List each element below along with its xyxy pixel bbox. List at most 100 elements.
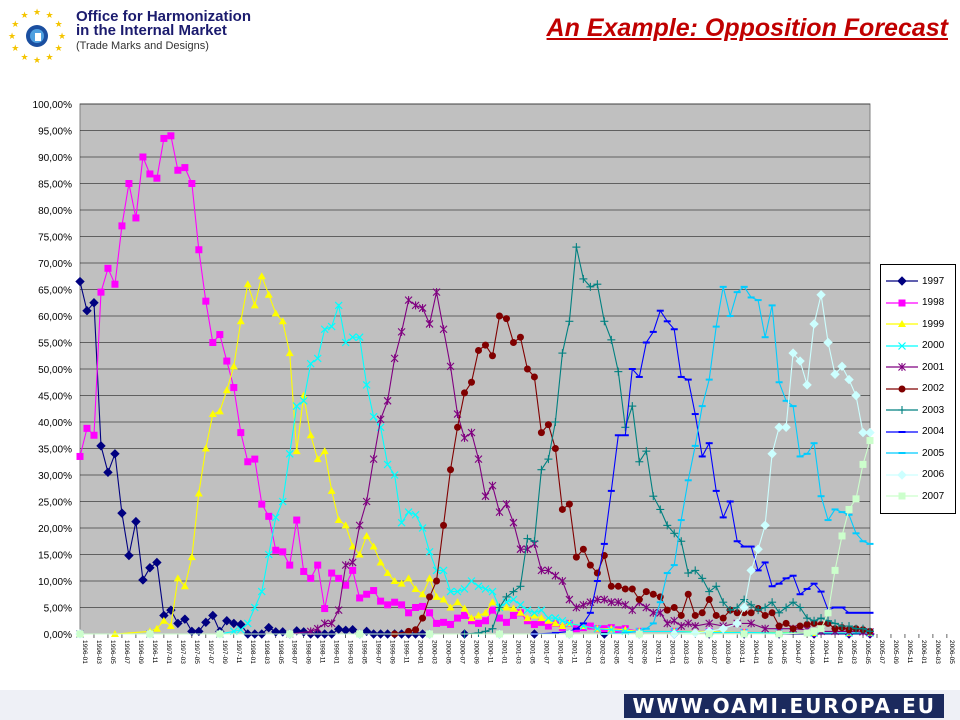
data-point [201,444,210,452]
data-point [264,550,273,559]
data-point [816,290,826,300]
data-point [481,341,489,349]
data-point [656,309,664,312]
x-tick-label: 1998-05 [277,640,284,664]
legend-label: 2002 [922,383,945,394]
data-point [474,582,483,591]
data-point [320,325,329,334]
org-line-3: (Trade Marks and Designs) [76,40,209,52]
x-tick-label: 2005-11 [906,640,913,664]
data-point [642,603,651,612]
data-point [621,600,630,609]
data-point [432,288,441,297]
legend-item-2002: 2002 [885,379,944,399]
data-point [537,465,546,474]
data-point [677,375,685,378]
y-tick-label: 0,00% [44,630,72,641]
y-tick-label: 25,00% [38,498,72,509]
data-point [768,598,777,607]
data-point [726,315,734,317]
chart-legend: 1997 1998 1999 2000 2001 2002 2003 2004 2005 2006… [880,264,956,514]
y-tick-label: 45,00% [38,392,72,403]
data-point [243,619,252,628]
x-tick-label: 2000-11 [486,640,493,664]
data-point [579,622,587,625]
data-point [789,598,798,607]
data-point [405,627,413,635]
data-point [537,618,545,626]
data-point [208,410,217,418]
legend-marker-icon [886,406,918,414]
data-point [760,520,770,531]
data-point [103,467,113,478]
data-point [188,180,196,187]
data-point [90,431,98,439]
y-tick-label: 35,00% [38,445,72,456]
organization-name: Office for Harmonization in the Internal… [76,9,251,52]
logo-star-icon: ★ [11,43,19,53]
data-point [523,614,532,622]
data-point [117,508,127,518]
data-point [698,455,706,458]
x-tick-label: 2006-05 [948,640,955,664]
data-point [712,582,721,591]
footer-url[interactable]: WWW.OAMI.EUROPA.EU [624,694,944,718]
data-point [614,367,623,376]
x-tick-label: 1998-07 [291,640,298,664]
legend-marker-icon [886,320,918,327]
logo-star-icon: ★ [33,55,41,65]
data-point [488,481,497,490]
data-point [530,608,539,617]
legend-label: 1999 [922,318,945,330]
data-point [803,587,811,590]
data-point [593,595,602,604]
x-tick-label: 2001-07 [542,640,549,664]
data-point [852,495,860,503]
data-point [362,531,371,539]
data-point [124,550,134,561]
data-point [544,622,552,630]
data-point [348,333,357,342]
data-point [433,619,441,627]
data-point [362,380,371,389]
data-point [306,431,315,439]
legend-marker-icon [886,276,918,286]
data-point [440,618,448,626]
data-point [160,134,168,142]
logo-star-icon: ★ [20,52,28,62]
data-point [159,616,168,624]
data-point [202,297,210,305]
data-point [481,617,489,625]
data-point [425,574,434,582]
data-point [803,452,811,455]
data-point [363,590,371,598]
data-point [537,566,546,575]
y-tick-label: 60,00% [38,312,72,323]
data-point [810,616,819,625]
y-tick-label: 40,00% [38,418,72,429]
data-point [272,546,280,554]
data-point [607,598,616,607]
data-point [474,628,483,637]
data-point [166,622,175,630]
chart-area: 0,00% 5,00% 10,00% 15,00% 20,00% 25,00% 30,00%… [0,84,960,682]
data-point [845,611,853,614]
legend-item-2003: 2003 [885,400,944,420]
x-tick-label: 2006-03 [934,640,941,664]
data-point [691,413,699,416]
data-point [795,356,805,366]
data-point [446,362,455,371]
data-point [719,598,728,607]
data-point [572,627,580,630]
data-point [740,595,749,604]
data-point [852,611,860,614]
data-point [537,614,546,622]
data-point [810,442,818,445]
x-tick-label: 1999-07 [375,640,382,664]
data-point [369,412,378,421]
data-point [712,489,720,492]
data-point [614,582,622,590]
data-point [271,513,280,522]
data-point [830,369,840,380]
data-point [390,471,399,479]
